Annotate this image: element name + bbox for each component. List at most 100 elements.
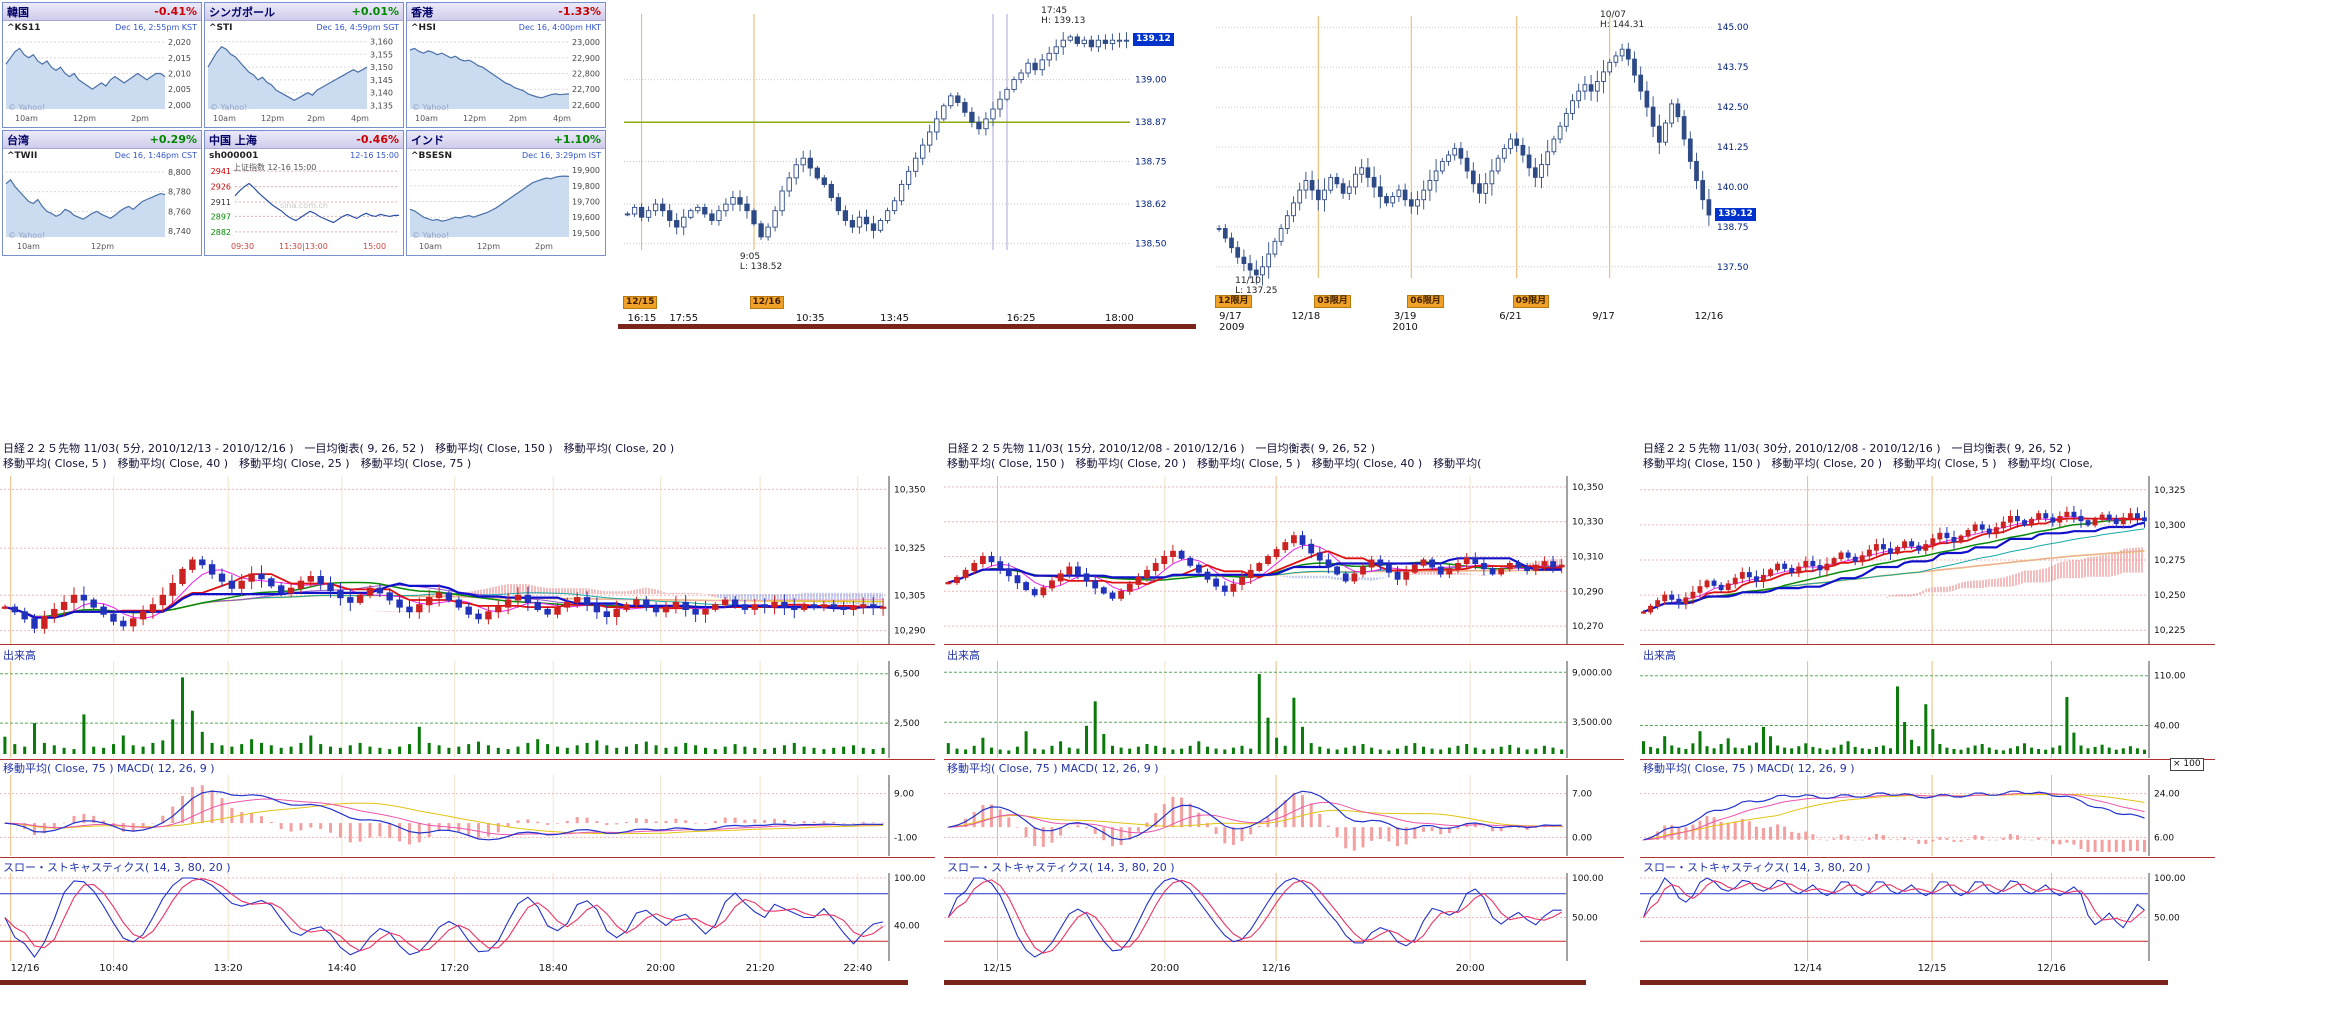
macd-panel[interactable]: 9.00 -1.00 — [0, 775, 935, 856]
time-axis-label: 17:20 — [440, 963, 470, 974]
chart-title-line1: 日経２２５先物 11/03( 5分, 2010/12/13 - 2010/12/… — [3, 442, 675, 455]
market-time-axis: 10am 12pm 2pm 4pm — [205, 114, 403, 126]
volume-panel[interactable]: 110.00 40.00 — [1640, 661, 2215, 758]
time-axis-label: 14:40 — [327, 963, 357, 974]
y-axis-label: 3,135 — [370, 101, 393, 110]
market-sparkline: 2,020 2,015 2,010 2,005 2,000 © Yahoo! — [3, 34, 201, 114]
time-axis-label: 10am — [213, 114, 236, 123]
chart-title-line1: 日経２２５先物 11/03( 15分, 2010/12/08 - 2010/12… — [947, 442, 1376, 455]
time-axis-label: 10am — [415, 114, 438, 123]
chart-scrollbar[interactable] — [1640, 980, 2168, 985]
market-name: インド — [411, 133, 444, 147]
time-axis-label: 09:30 — [231, 242, 255, 251]
time-axis-label: 16:15 — [627, 313, 657, 324]
market-ticker: ^STI — [209, 22, 233, 33]
stoch-panel-label: スロー・ストキャスティクス( 14, 3, 80, 20 ) — [1643, 861, 1871, 874]
macd-panel[interactable]: 7.00 0.00 — [944, 775, 1624, 856]
market-widget-taiwan[interactable]: 台湾 +0.29% ^TWII Dec 16, 1:46pm CST 8,800 8,78… — [2, 130, 202, 256]
bond-futures-intraday-chart-window[interactable]: 139.00 138.87 138.75 138.62 138.50 139.12 17:4… — [618, 0, 1196, 338]
market-time-axis: 10am 12pm 2pm — [3, 114, 201, 126]
price-panel[interactable]: 10,350 10,325 10,305 10,290 — [0, 476, 935, 644]
chart-annotation: 17:45 H: 139.13 — [1041, 6, 1086, 26]
market-widget-header: シンガポール +0.01% — [205, 3, 403, 21]
volume-panel[interactable]: 6,500 2,500 — [0, 661, 935, 758]
sparkline-svg: 23,000 22,900 22,800 22,700 22,600 — [409, 38, 600, 110]
stochastics-panel[interactable]: 100.00 40.00 — [0, 873, 935, 961]
market-sparkline: 2941 2926 2911 2897 2882 上证指数 12-16 15:00 sina… — [205, 162, 403, 242]
market-widget-hongkong[interactable]: 香港 -1.33% ^HSI Dec 16, 4:00pm HKT 23,000 22,9… — [406, 2, 606, 128]
chart-title-line1: 日経２２５先物 11/03( 30分, 2010/12/08 - 2010/12… — [1643, 442, 2072, 455]
market-widget-header: 台湾 +0.29% — [3, 131, 201, 149]
market-widget-subheader: ^STI Dec 16, 4:59pm SGT — [205, 21, 403, 34]
market-widget-subheader: ^HSI Dec 16, 4:00pm HKT — [407, 21, 605, 34]
macd-panel[interactable]: 24.00 6.00 — [1640, 775, 2215, 856]
stochastics-panel[interactable]: 100.00 50.00 — [1640, 873, 2215, 961]
nikkei225-30min-chart-window[interactable]: 日経２２５先物 11/03( 30分, 2010/12/08 - 2010/12… — [1640, 440, 2215, 988]
candlestick-chart-svg[interactable]: 139.00 138.87 138.75 138.62 138.50 — [618, 0, 1196, 338]
macd-panel-label: 移動平均( Close, 75 ) MACD( 12, 26, 9 ) — [1643, 762, 1855, 775]
panel-separator — [944, 759, 1624, 760]
y-axis-label: 19,500 — [572, 229, 600, 238]
sparkline-svg: 3,160 3,155 3,150 3,145 3,140 3,135 — [207, 38, 393, 110]
y-axis-label: 22,900 — [572, 54, 600, 63]
date-chip: 06限月 — [1407, 295, 1444, 308]
chart-scrollbar[interactable] — [0, 980, 908, 985]
chart-scrollbar[interactable] — [618, 324, 1196, 329]
price-axis-label: 10,270 — [1572, 622, 1604, 632]
y-axis-label: 2,010 — [168, 70, 191, 79]
time-axis-label: 13:45 — [880, 313, 909, 324]
time-axis-label: 10am — [419, 242, 442, 251]
bond-futures-daily-chart-window[interactable]: 145.00 143.75 142.50 141.25 140.00 138.75 137.… — [1212, 4, 1804, 340]
time-axis-label: 12/16 — [2037, 963, 2066, 974]
market-time-axis: 10am 12pm — [3, 242, 201, 254]
chart-watermark: © Yahoo! — [412, 231, 450, 240]
market-sparkline: 8,800 8,780 8,760 8,740 © Yahoo! — [3, 162, 201, 242]
date-chip: 03限月 — [1314, 295, 1351, 308]
chart-scrollbar[interactable] — [944, 980, 1586, 985]
price-axis-label: 137.50 — [1717, 263, 1749, 273]
nikkei225-15min-chart-window[interactable]: 日経２２５先物 11/03( 15分, 2010/12/08 - 2010/12… — [944, 440, 1624, 988]
market-change-percent: -0.46% — [356, 133, 399, 146]
time-axis-label: 4pm — [351, 114, 369, 123]
time-axis-label: 12pm — [463, 114, 487, 123]
volume-panel[interactable]: 9,000.00 3,500.00 — [944, 661, 1624, 758]
chart-watermark: © Yahoo! — [8, 103, 46, 112]
price-axis-label: 10,225 — [2154, 626, 2186, 636]
y-axis-label: 19,800 — [572, 182, 600, 191]
y-axis-label: 3,150 — [370, 63, 393, 72]
stochastics-panel[interactable]: 100.00 50.00 — [944, 873, 1624, 961]
price-panel[interactable]: 10,350 10,330 10,310 10,290 10,270 — [944, 476, 1624, 644]
price-axis-label: 141.25 — [1717, 143, 1749, 153]
volume-multiplier-badge: × 100 — [2170, 758, 2204, 771]
time-axis-label: 2pm — [307, 114, 325, 123]
macd-axis-label: 24.00 — [2154, 790, 2180, 800]
price-axis-label: 10,325 — [2154, 486, 2186, 496]
stoch-axis-label: 50.00 — [1572, 914, 1598, 924]
chart-annotation: 10/07 H: 144.31 — [1600, 10, 1645, 30]
price-axis-label: 138.75 — [1135, 158, 1167, 168]
market-widget-shanghai[interactable]: 中国 上海 -0.46% sh000001 12-16 15:00 2941 2926 29… — [204, 130, 404, 256]
volume-axis-label: 110.00 — [2154, 672, 2186, 682]
sina-chart-header: 上证指数 12-16 15:00 — [233, 163, 317, 172]
chart-annotation: 9:05 L: 138.52 — [739, 252, 783, 272]
y-axis-label: 3,160 — [370, 38, 393, 47]
candlestick-chart-svg[interactable]: 145.00 143.75 142.50 141.25 140.00 138.75 137.… — [1212, 4, 1804, 340]
y-axis-label: 2882 — [211, 228, 231, 237]
market-widget-singapore[interactable]: シンガポール +0.01% ^STI Dec 16, 4:59pm SGT 3,160 3… — [204, 2, 404, 128]
market-widget-korea[interactable]: 韓国 -0.41% ^KS11 Dec 16, 2:55pm KST 2,020 2,01… — [2, 2, 202, 128]
price-panel[interactable]: 10,325 10,300 10,275 10,250 10,225 — [1640, 476, 2215, 644]
y-axis-label: 8,780 — [168, 188, 191, 197]
market-name: 台湾 — [7, 133, 29, 147]
volume-axis-label: 6,500 — [894, 670, 920, 680]
stoch-panel-label: スロー・ストキャスティクス( 14, 3, 80, 20 ) — [3, 861, 231, 874]
time-axis-label: 10am — [17, 242, 40, 251]
market-time-axis: 09:30 11:30|13:00 15:00 — [205, 242, 403, 254]
market-widget-india[interactable]: インド +1.10% ^BSESN Dec 16, 3:29pm IST 19,900 1… — [406, 130, 606, 256]
price-axis-label: 10,305 — [894, 591, 926, 601]
price-axis-label: 10,275 — [2154, 556, 2186, 566]
time-axis-label: 6/21 — [1499, 311, 1522, 322]
nikkei225-5min-chart-window[interactable]: 日経２２５先物 11/03( 5分, 2010/12/13 - 2010/12/… — [0, 440, 935, 988]
y-axis-label: 8,740 — [168, 227, 191, 236]
volume-panel-label: 出来高 — [947, 649, 980, 662]
panel-separator — [0, 759, 935, 760]
